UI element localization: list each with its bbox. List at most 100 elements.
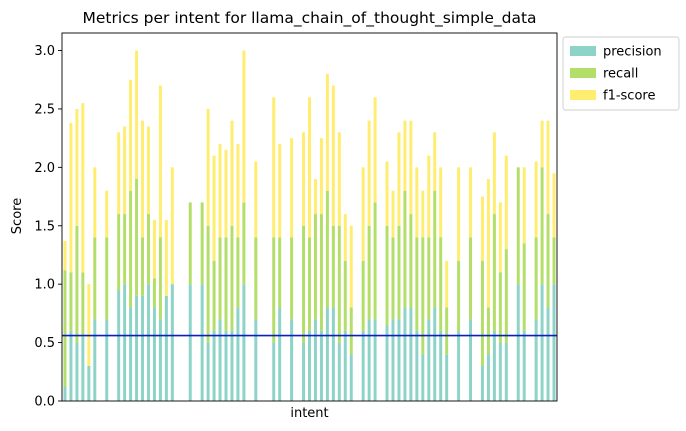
legend-swatch-precision [570, 46, 596, 56]
bar-precision-21 [188, 284, 192, 401]
bar-f1-score-43 [319, 138, 323, 215]
bar-precision-28 [230, 330, 234, 401]
bar-precision-42 [313, 319, 317, 401]
bar-f1-score-2 [75, 108, 79, 226]
bar-precision-81 [546, 307, 550, 401]
bar-f1-score-17 [164, 219, 168, 296]
axes: 0.0 0.5 1.0 1.5 2.0 2.5 3.0 [34, 32, 558, 410]
y-tick-label: 2.0 [34, 161, 55, 176]
bar-f1-score-14 [146, 126, 150, 215]
bar-f1-score-4 [87, 284, 91, 366]
bar-precision-54 [385, 325, 389, 401]
bar-recall-56 [397, 225, 401, 320]
bar-f1-score-63 [439, 167, 443, 238]
bar-recall-21 [188, 202, 192, 285]
bar-precision-48 [349, 354, 353, 401]
bar-f1-score-12 [135, 50, 139, 180]
bar-recall-7 [105, 237, 109, 320]
bar-f1-score-15 [152, 219, 156, 279]
bar-f1-score-46 [337, 132, 341, 226]
bar-f1-score-47 [343, 214, 347, 261]
bar-precision-5 [93, 319, 97, 401]
legend-label-f1-score: f1-score [603, 89, 655, 104]
bar-recall-70 [480, 260, 484, 366]
bar-recall-81 [546, 214, 550, 308]
bar-recall-45 [331, 225, 335, 308]
bar-precision-44 [325, 307, 329, 401]
bar-recall-50 [361, 260, 365, 331]
bar-recall-9 [117, 214, 121, 291]
bar-f1-score-25 [212, 155, 216, 261]
bar-recall-35 [272, 237, 276, 343]
y-tick-label: 0.0 [34, 395, 55, 410]
bar-f1-score-38 [290, 138, 294, 238]
bar-recall-41 [308, 237, 311, 331]
bar-recall-77 [522, 243, 526, 331]
bar-f1-score-54 [385, 161, 389, 226]
bar-recall-71 [486, 307, 490, 355]
bar-f1-score-26 [218, 143, 222, 238]
bar-f1-score-50 [361, 167, 365, 261]
bar-recall-28 [230, 225, 234, 331]
bar-recall-36 [278, 237, 282, 308]
bar-precision-47 [343, 330, 347, 401]
bar-precision-64 [445, 354, 449, 401]
bar-recall-62 [433, 190, 437, 308]
bar-f1-score-58 [409, 120, 413, 215]
bar-precision-60 [421, 354, 425, 401]
bar-f1-score-61 [427, 155, 431, 238]
bar-precision-74 [504, 342, 508, 401]
bar-f1-score-68 [469, 167, 473, 238]
bar-f1-score-10 [123, 126, 127, 215]
bar-recall-0 [63, 270, 67, 387]
bar-recall-74 [504, 249, 508, 343]
bar-precision-35 [272, 342, 276, 401]
bars-group [63, 50, 556, 401]
bar-f1-score-57 [403, 120, 407, 191]
bar-recall-43 [319, 214, 323, 331]
bar-recall-54 [385, 225, 389, 326]
bar-recall-63 [439, 237, 443, 331]
bar-precision-38 [290, 319, 294, 401]
bar-precision-55 [391, 319, 395, 401]
bar-f1-score-27 [224, 149, 228, 238]
legend: precision recall f1-score [562, 36, 680, 111]
bar-recall-73 [498, 272, 502, 343]
bar-precision-26 [218, 319, 222, 401]
bar-precision-72 [492, 330, 496, 401]
bar-f1-score-56 [397, 132, 401, 226]
bar-precision-40 [302, 342, 306, 401]
bar-f1-score-40 [302, 132, 306, 226]
bar-recall-10 [123, 214, 127, 285]
bar-precision-77 [522, 330, 526, 401]
bar-precision-4 [87, 365, 91, 401]
bar-recall-24 [206, 225, 210, 343]
bar-precision-59 [415, 330, 419, 401]
bar-precision-70 [480, 365, 484, 401]
bar-precision-24 [206, 342, 210, 401]
bar-f1-score-5 [93, 167, 97, 238]
bar-recall-52 [373, 202, 377, 320]
bar-f1-score-44 [325, 73, 329, 191]
bar-recall-3 [81, 272, 85, 337]
bar-precision-16 [158, 319, 162, 401]
bar-precision-13 [141, 295, 144, 401]
bar-precision-11 [129, 307, 133, 401]
bar-precision-15 [152, 307, 156, 401]
bar-precision-57 [403, 307, 407, 401]
bar-f1-score-81 [546, 120, 550, 215]
y-tick-label: 3.0 [34, 44, 55, 59]
bar-f1-score-59 [415, 167, 419, 238]
bar-recall-2 [75, 225, 79, 343]
bar-recall-1 [69, 272, 73, 331]
bar-recall-82 [552, 237, 556, 285]
y-tick-label: 1.0 [34, 278, 55, 293]
bar-recall-55 [391, 237, 395, 320]
bar-recall-5 [93, 237, 97, 320]
bar-f1-score-71 [486, 179, 490, 308]
bar-f1-score-7 [105, 190, 109, 238]
bar-f1-score-52 [373, 97, 377, 203]
bar-recall-46 [337, 225, 341, 343]
bar-recall-72 [492, 214, 496, 331]
bar-precision-45 [331, 307, 335, 401]
